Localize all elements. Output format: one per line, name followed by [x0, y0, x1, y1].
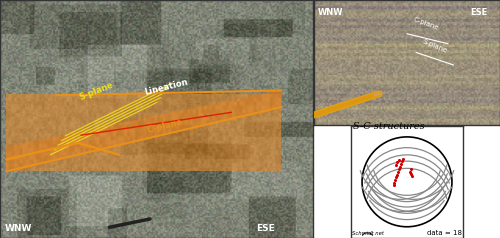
Polygon shape — [6, 90, 281, 171]
Text: Schmidt net: Schmidt net — [352, 231, 384, 236]
Text: C-plane: C-plane — [147, 118, 184, 135]
Text: S-C structures: S-C structures — [353, 122, 424, 131]
Text: S-plane: S-plane — [78, 80, 115, 102]
Text: S-plane: S-plane — [422, 38, 448, 54]
Text: Lineation: Lineation — [144, 78, 189, 97]
Text: WNW: WNW — [4, 224, 32, 233]
Text: ESE: ESE — [470, 8, 488, 17]
Text: ESE: ESE — [256, 224, 275, 233]
Text: WNW: WNW — [318, 8, 343, 17]
Text: data = 18: data = 18 — [427, 230, 462, 236]
Text: C-plane: C-plane — [412, 16, 440, 31]
